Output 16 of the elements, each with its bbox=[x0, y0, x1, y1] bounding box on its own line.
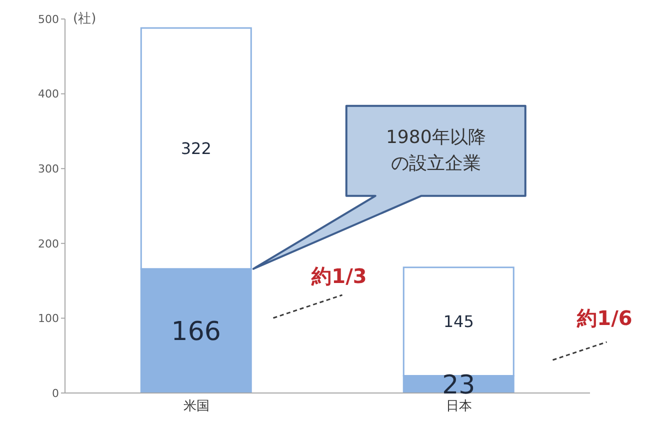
annotation: 1980年以降の設立企業 bbox=[384, 126, 487, 176]
y-axis-title: (社) bbox=[73, 12, 96, 26]
data-label: 23 bbox=[442, 370, 476, 401]
data-label: 145 bbox=[443, 312, 474, 332]
y-tick-label: 100 bbox=[38, 312, 59, 326]
y-tick-label: 300 bbox=[38, 162, 59, 176]
data-label: 322 bbox=[180, 139, 212, 158]
y-tick-label: 400 bbox=[38, 88, 59, 101]
data-label: 166 bbox=[171, 317, 221, 348]
y-tick-label: 0 bbox=[52, 386, 59, 400]
y-tick-label: 500 bbox=[38, 12, 59, 26]
x-tick-label: 日本 bbox=[446, 399, 472, 414]
annotation: 約1/3 bbox=[310, 264, 367, 288]
x-tick-label: 米国 bbox=[183, 399, 210, 414]
annotation: 約1/6 bbox=[576, 306, 632, 330]
y-tick-label: 200 bbox=[38, 237, 59, 250]
